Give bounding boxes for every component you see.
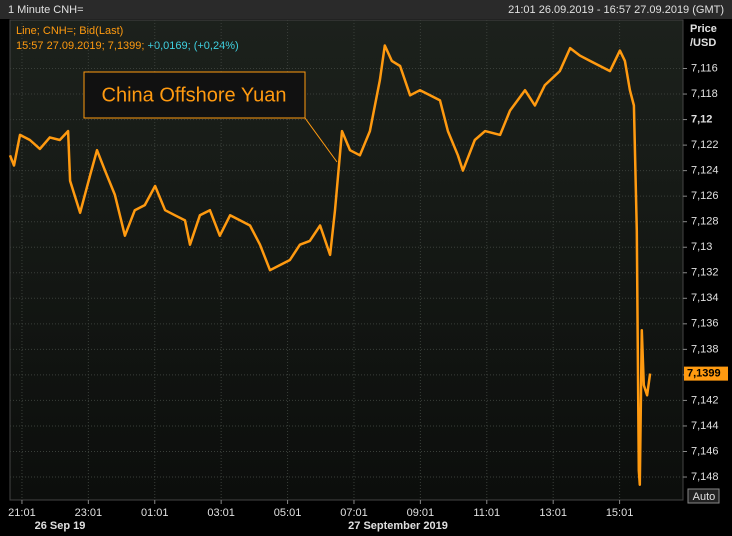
x-tick-label: 01:01	[141, 507, 169, 519]
annotation-box	[83, 71, 306, 119]
header-title: 1 Minute CNH=	[8, 4, 84, 16]
y-tick-label: 7,126	[691, 190, 719, 202]
x-tick-label: 11:01	[473, 507, 500, 519]
y-tick-label: 7,13	[691, 241, 712, 253]
date-label: 26 Sep 19	[35, 520, 86, 532]
y-tick-label: 7,116	[691, 62, 718, 74]
date-label: 27 September 2019	[348, 520, 448, 532]
legend-change: +0,0169;	[148, 40, 191, 52]
x-tick-label: 03:01	[207, 507, 235, 519]
x-tick-label: 07:01	[340, 507, 368, 519]
y-tick-label: 7,136	[691, 318, 719, 330]
y-tick-label: 7,124	[691, 165, 719, 177]
legend-time: 15:57 27.09.2019;	[16, 40, 105, 52]
y-tick-label: 7,144	[691, 420, 719, 432]
header-range: 21:01 26.09.2019 - 16:57 27.09.2019 (GMT…	[508, 4, 724, 16]
x-tick-label: 15:01	[606, 507, 634, 519]
x-tick-label: 09:01	[407, 507, 435, 519]
y-tick-label: 7,138	[691, 343, 719, 355]
legend-info: 15:57 27.09.2019; 7,1399; +0,0169; (+0,2…	[16, 40, 239, 52]
annotation-leader	[304, 117, 338, 163]
last-value-box	[684, 366, 728, 381]
auto-button-label[interactable]: Auto	[693, 491, 716, 503]
y-tick-label: 7,12	[691, 113, 712, 125]
y-tick-label: 7,122	[691, 139, 719, 151]
auto-button[interactable]	[687, 488, 720, 504]
y-tick-label: 7,118	[691, 88, 718, 100]
y-tick-label: 7,134	[691, 292, 719, 304]
annotation: China Offshore Yuan	[102, 84, 287, 106]
x-tick-label: 13:01	[539, 507, 567, 519]
y-tick-label: 7,142	[691, 394, 719, 406]
legend-price: 7,1399;	[108, 40, 145, 52]
y-tick-label: 7,128	[691, 216, 719, 228]
header-bar	[0, 0, 732, 19]
y-tick-label: 7,146	[691, 445, 719, 457]
y-axis-label: Price	[690, 23, 717, 35]
last-value-label: 7,1399	[687, 368, 721, 380]
legend-line: Line; CNH=; Bid(Last)	[16, 25, 123, 37]
legend-change-pct: (+0,24%)	[194, 40, 239, 52]
y-tick-label: 7,148	[691, 471, 719, 483]
y-tick-label: 7,132	[691, 267, 719, 279]
x-tick-label: 05:01	[274, 507, 302, 519]
y-axis-label: /USD	[690, 37, 716, 49]
x-tick-label: 21:01	[8, 507, 36, 519]
x-tick-label: 23:01	[75, 507, 103, 519]
price-line	[8, 44, 652, 486]
